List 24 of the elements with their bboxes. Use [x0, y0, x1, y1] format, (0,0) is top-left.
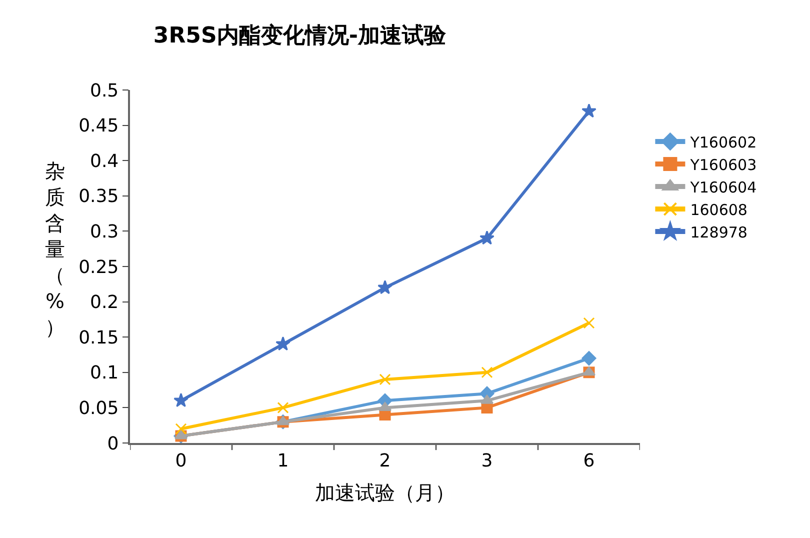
y-tick-label: 0.35 — [78, 186, 119, 208]
y-tick-label: 0.5 — [90, 80, 119, 102]
x-tick-label: 2 — [379, 450, 391, 472]
x-tick-label: 0 — [175, 450, 187, 472]
legend-label: 160608 — [690, 200, 748, 219]
x-tick-label: 1 — [277, 450, 289, 472]
x-tick-label: 6 — [583, 450, 595, 472]
y-tick-label: 0.25 — [78, 256, 119, 278]
x-axis-title: 加速试验（月） — [315, 480, 455, 504]
y-tick-label: 0.2 — [90, 292, 119, 314]
y-tick-label: 0.1 — [90, 362, 119, 384]
y-tick-label: 0.3 — [90, 222, 119, 242]
legend-label: Y160603 — [689, 156, 757, 174]
legend-label: Y160604 — [689, 178, 757, 196]
y-tick-label: 0.45 — [78, 116, 119, 137]
y-tick-label: 0 — [107, 433, 119, 454]
x-tick-label: 3 — [481, 450, 493, 472]
y-tick-label: 0.05 — [78, 398, 119, 419]
y-tick-label: 0.4 — [90, 150, 119, 172]
chart-title: 3R5S内酯变化情况-加速试验 — [153, 22, 447, 48]
y-tick-label: 0.15 — [78, 327, 119, 348]
y-axis-title: 杂质含量（%） — [45, 159, 65, 339]
legend-label: Y160602 — [689, 133, 757, 152]
legend-label: 128978 — [690, 223, 748, 242]
